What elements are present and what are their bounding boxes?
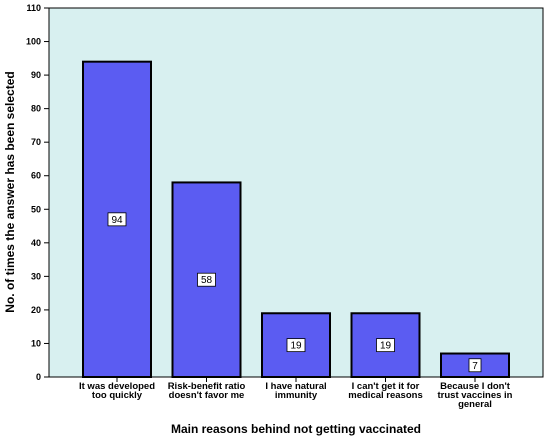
y-tick-label: 60	[31, 171, 41, 181]
y-tick-label: 40	[31, 238, 41, 248]
y-tick-label: 110	[26, 3, 41, 13]
data-label: 19	[380, 341, 392, 352]
y-tick-label: 30	[31, 271, 41, 281]
y-axis-title: No. of times the answer has been selecte…	[3, 71, 17, 312]
y-tick-label: 20	[31, 305, 41, 315]
y-tick-label: 10	[31, 338, 41, 348]
data-label-box	[197, 272, 216, 287]
bars-group: 94 58 19 19 7	[82, 60, 510, 379]
data-label-box	[286, 338, 306, 353]
data-label: 7	[472, 361, 478, 372]
x-tick-label: Risk-benefit ratio doesn't favor me	[168, 381, 246, 401]
y-tick-label: 100	[26, 37, 41, 47]
x-tick-label: I have natural immunity	[265, 381, 326, 401]
data-label: 94	[111, 215, 123, 226]
y-tick-label: 90	[31, 70, 41, 80]
y-tick-label: 0	[36, 372, 41, 382]
y-tick-label: 80	[31, 104, 41, 114]
data-label-box	[376, 338, 395, 353]
x-tick-label: I can't get it for medical reasons	[348, 381, 422, 401]
x-axis: It was developed too quickly Risk-benefit …	[79, 377, 513, 410]
data-label-box	[468, 358, 482, 373]
x-tick-label: It was developed too quickly	[79, 381, 155, 401]
x-tick-label: Because I don't trust vaccines in general	[438, 381, 513, 410]
data-label-box	[107, 212, 127, 227]
y-tick-label: 70	[31, 137, 41, 147]
data-label: 58	[201, 275, 213, 286]
data-label: 19	[290, 341, 302, 352]
x-axis-title: Main reasons behind not getting vaccinat…	[171, 422, 421, 436]
y-tick-label: 50	[31, 204, 41, 214]
y-axis: 0 10 20 30 40 50 60 70 80 90 100 110	[26, 3, 49, 382]
